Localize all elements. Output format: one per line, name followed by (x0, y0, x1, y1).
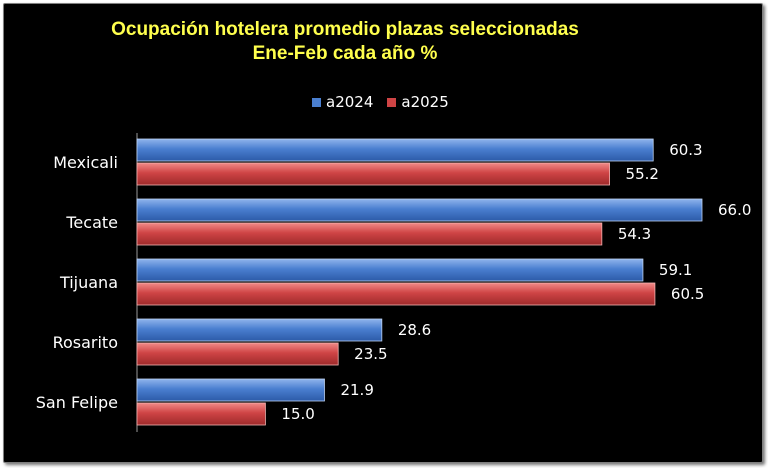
legend-label-a2025: a2025 (401, 93, 449, 111)
legend-item-a2024: a2024 (312, 93, 373, 111)
legend-item-a2025: a2025 (387, 93, 449, 111)
value-label-a2024-tecate: 66.0 (718, 201, 751, 219)
value-label-a2024-san-felipe: 21.9 (340, 381, 373, 399)
bar-a2024-tecate (136, 198, 703, 222)
chart-title: Ocupación hotelera promedio plazas selec… (0, 18, 690, 66)
bar-a2024-mexicali (136, 138, 654, 162)
bar-a2025-tecate (136, 222, 603, 246)
value-label-a2025-rosarito: 23.5 (354, 345, 387, 363)
legend-swatch-a2025 (387, 97, 397, 107)
bar-a2024-tijuana (136, 258, 644, 282)
category-label-tecate: Tecate (65, 213, 118, 232)
value-label-a2024-tijuana: 59.1 (659, 261, 692, 279)
bar-a2025-tijuana (136, 282, 656, 306)
value-label-a2024-rosarito: 28.6 (398, 321, 431, 339)
bar-a2025-rosarito (136, 342, 339, 366)
chart-title-line-2: Ene-Feb cada año % (252, 43, 438, 64)
legend-label-a2024: a2024 (326, 93, 374, 111)
category-label-tijuana: Tijuana (59, 273, 118, 292)
value-label-a2024-mexicali: 60.3 (669, 141, 702, 159)
chart-title-line-1: Ocupación hotelera promedio plazas selec… (111, 19, 579, 40)
chart-legend: a2024 a2025 (312, 92, 463, 112)
value-label-a2025-tecate: 54.3 (618, 225, 651, 243)
value-label-a2025-san-felipe: 15.0 (281, 405, 314, 423)
category-label-mexicali: Mexicali (53, 153, 118, 172)
legend-swatch-a2024 (312, 97, 321, 107)
bar-a2025-san-felipe (136, 402, 266, 426)
value-label-a2025-tijuana: 60.5 (671, 285, 704, 303)
value-label-a2025-mexicali: 55.2 (626, 165, 659, 183)
category-label-rosarito: Rosarito (53, 333, 118, 352)
bar-a2025-mexicali (136, 162, 610, 186)
category-label-san-felipe: San Felipe (36, 393, 118, 412)
bar-a2024-san-felipe (136, 378, 325, 402)
bar-a2024-rosarito (136, 318, 383, 342)
